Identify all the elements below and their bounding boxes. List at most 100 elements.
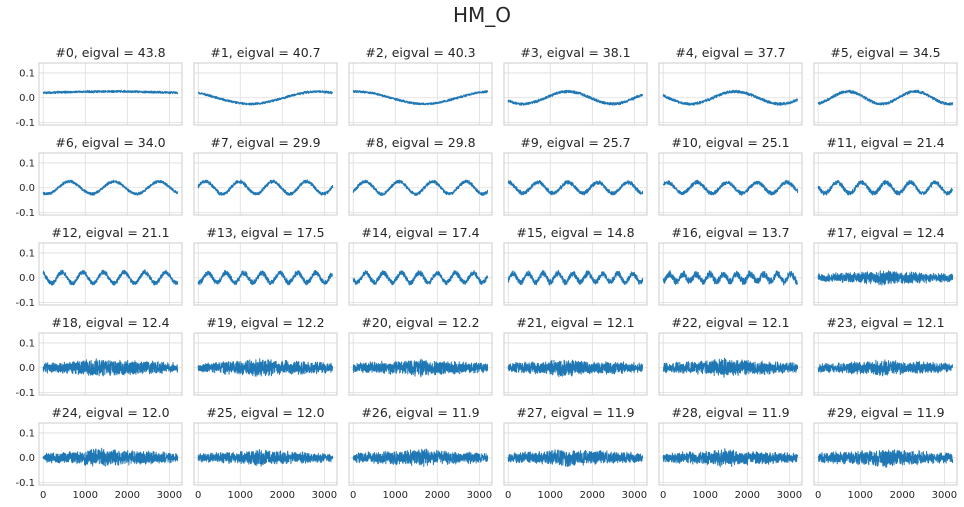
plot-frame [813,422,958,486]
signal-line-9 [507,179,644,196]
y-tick-label: 0.0 [19,93,35,104]
x-tick-label: 1000 [538,490,563,501]
figure-title: HM_O [453,3,511,27]
y-tick-label: 0.1 [19,428,35,439]
subplot-title-9: #9, eigval = 25.7 [520,135,630,150]
plot-frame [503,422,648,486]
subplot-title-22: #22, eigval = 12.1 [671,315,789,330]
signal-line-4 [662,89,799,106]
plot-frame [38,332,183,396]
signal-line-10 [662,179,799,196]
signal-line-8 [352,179,489,196]
subplot-title-8: #8, eigval = 29.8 [365,135,475,150]
subplot-title-26: #26, eigval = 11.9 [361,405,479,420]
plot-frame [813,152,958,216]
plot-frame [503,62,648,126]
plot-frame [348,62,493,126]
plot-frame [658,242,803,306]
subplot-title-0: #0, eigval = 43.8 [55,45,165,60]
x-tick-label: 1000 [73,490,98,501]
subplot-title-19: #19, eigval = 12.2 [206,315,324,330]
y-tick-label: 0.1 [19,158,35,169]
signal-line-6 [42,179,179,196]
x-tick-label: 0 [350,490,356,501]
signal-line-2 [352,89,489,106]
subplot-title-7: #7, eigval = 29.9 [210,135,320,150]
subplot-11: #11, eigval = 21.4 [813,135,958,216]
subplot-title-27: #27, eigval = 11.9 [516,405,634,420]
subplot-title-2: #2, eigval = 40.3 [365,45,475,60]
subplot-6: #6, eigval = 34.0 -0.1 0.0 0.1 [15,135,183,219]
x-tick-label: 0 [195,490,201,501]
subplot-8: #8, eigval = 29.8 [348,135,493,216]
signal-line-14 [352,270,489,286]
y-tick-label: 0.1 [19,68,35,79]
subplot-title-5: #5, eigval = 34.5 [830,45,940,60]
x-tick-label: 3000 [777,490,802,501]
x-tick-label: 0 [40,490,46,501]
subplot-title-1: #1, eigval = 40.7 [210,45,320,60]
subplot-5: #5, eigval = 34.5 [813,45,958,126]
signal-line-26 [352,448,489,467]
subplot-title-13: #13, eigval = 17.5 [206,225,324,240]
subplot-22: #22, eigval = 12.1 [658,315,803,396]
y-tick-label: 0.0 [19,273,35,284]
subplot-17: #17, eigval = 12.4 [813,225,958,306]
signal-line-12 [42,269,179,286]
signal-line-18 [42,358,179,377]
subplot-title-11: #11, eigval = 21.4 [826,135,944,150]
subplot-title-16: #16, eigval = 13.7 [671,225,789,240]
subplot-10: #10, eigval = 25.1 [658,135,803,216]
subplot-12: #12, eigval = 21.1 -0.1 0.0 0.1 [15,225,183,309]
plot-frame [503,242,648,306]
subplot-title-6: #6, eigval = 34.0 [55,135,165,150]
plot-frame [38,242,183,306]
signal-line-22 [662,357,799,378]
plot-frame [658,152,803,216]
subplot-title-14: #14, eigval = 17.4 [361,225,479,240]
signal-line-23 [817,359,954,377]
y-tick-label: 0.1 [19,338,35,349]
plot-frame [348,242,493,306]
plot-frame [348,422,493,486]
subplot-title-17: #17, eigval = 12.4 [826,225,944,240]
subplot-29: #29, eigval = 11.9 0 1000 2000 3000 [813,405,958,501]
plot-frame [38,152,183,216]
subplot-title-23: #23, eigval = 12.1 [826,315,944,330]
plot-frame [348,332,493,396]
plot-frame [193,62,338,126]
subplot-24: #24, eigval = 12.0 -0.1 0.0 0.1 0 1000 2000 300… [15,405,183,501]
subplot-1: #1, eigval = 40.7 [193,45,338,126]
x-tick-label: 0 [505,490,511,501]
plot-frame [503,332,648,396]
subplot-13: #13, eigval = 17.5 [193,225,338,306]
x-tick-label: 2000 [425,490,450,501]
x-tick-label: 3000 [467,490,492,501]
subplot-title-21: #21, eigval = 12.1 [516,315,634,330]
signal-line-20 [352,358,489,378]
subplot-15: #15, eigval = 14.8 [503,225,648,306]
signal-line-25 [197,449,334,467]
x-tick-label: 1000 [228,490,253,501]
subplot-18: #18, eigval = 12.4 -0.1 0.0 0.1 [15,315,183,399]
x-tick-label: 0 [815,490,821,501]
plot-frame [38,62,183,126]
x-tick-label: 0 [660,490,666,501]
plot-frame [193,152,338,216]
subplot-title-24: #24, eigval = 12.0 [51,405,169,420]
x-tick-label: 2000 [270,490,295,501]
signal-line-16 [662,270,799,286]
subplot-19: #19, eigval = 12.2 [193,315,338,396]
signal-line-17 [817,270,954,286]
subplot-title-4: #4, eigval = 37.7 [675,45,785,60]
subplot-3: #3, eigval = 38.1 [503,45,648,126]
y-tick-label: -0.1 [15,208,35,219]
signal-line-29 [817,449,954,468]
subplot-9: #9, eigval = 25.7 [503,135,648,216]
x-tick-label: 2000 [890,490,915,501]
y-tick-label: -0.1 [15,118,35,129]
plot-frame [658,422,803,486]
subplot-4: #4, eigval = 37.7 [658,45,803,126]
signal-line-19 [197,358,333,377]
subplot-title-3: #3, eigval = 38.1 [520,45,630,60]
